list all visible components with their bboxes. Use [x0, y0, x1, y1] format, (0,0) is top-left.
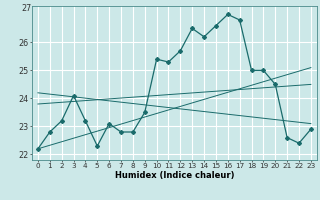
Text: 27: 27 [22, 4, 32, 13]
X-axis label: Humidex (Indice chaleur): Humidex (Indice chaleur) [115, 171, 234, 180]
